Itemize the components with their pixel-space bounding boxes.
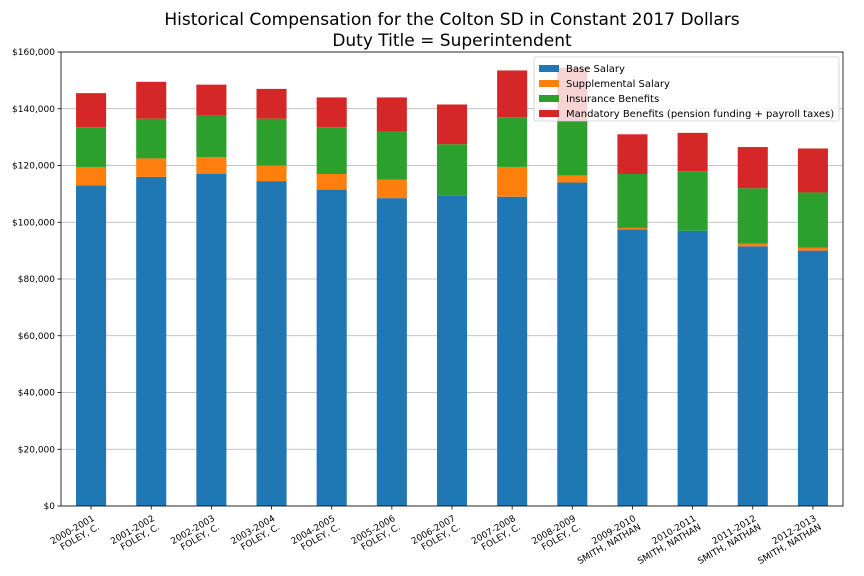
bar-segment-3 — [376, 131, 407, 180]
bar-segment-3 — [797, 192, 828, 248]
bar-segment-3 — [497, 117, 528, 167]
bar-segment-2 — [256, 165, 287, 182]
bar-segment-4 — [196, 84, 227, 116]
bar-segment-3 — [617, 174, 648, 228]
bar-segment-2 — [76, 166, 107, 186]
bar-segment-1 — [557, 182, 588, 506]
bar-segment-4 — [136, 81, 167, 119]
y-tick-label: $140,000 — [12, 105, 55, 115]
bar-segment-4 — [436, 104, 468, 145]
legend: Base Salary Supplemental Salary Insurance … — [533, 56, 840, 122]
bar-segment-2 — [136, 158, 167, 177]
bar-segment-2 — [497, 166, 528, 197]
bar-segment-1 — [797, 250, 828, 506]
bar-segment-2 — [797, 247, 828, 251]
bar-segment-3 — [316, 127, 347, 175]
y-tick-label: $0 — [44, 502, 56, 512]
bar-segment-1 — [316, 189, 347, 506]
bar-segment-3 — [557, 121, 588, 176]
legend-label: Mandatory Benefits (pension funding + pa… — [566, 109, 834, 120]
bar-segment-2 — [617, 227, 648, 230]
bar-segment-1 — [256, 181, 287, 506]
bar-segment-4 — [316, 97, 347, 128]
bar-segment-1 — [76, 185, 107, 507]
legend-swatch — [539, 65, 559, 72]
bar-segment-3 — [436, 144, 468, 196]
bar-segment-3 — [737, 188, 768, 244]
bar-segment-3 — [677, 171, 708, 231]
bar-segment-2 — [376, 179, 407, 199]
bar-segment-4 — [497, 70, 528, 118]
chart-subtitle: Duty Title = Superintendent — [332, 31, 572, 51]
bar-segment-1 — [136, 176, 167, 506]
legend-box — [533, 56, 840, 122]
bar-segment-2 — [316, 174, 347, 190]
y-tick-label: $20,000 — [18, 445, 55, 455]
y-tick-label: $40,000 — [18, 389, 55, 399]
bar-segment-2 — [196, 156, 227, 175]
bar-segment-4 — [797, 148, 828, 193]
bar-segment-1 — [436, 195, 468, 506]
legend-label: Base Salary — [566, 64, 625, 75]
bars — [76, 67, 828, 507]
bar-segment-1 — [677, 230, 708, 506]
bar-segment-4 — [617, 134, 648, 175]
y-tick-label: $60,000 — [18, 332, 55, 342]
chart-title: Historical Compensation for the Colton S… — [164, 10, 739, 30]
y-tick-label: $120,000 — [12, 162, 55, 172]
bar-segment-3 — [196, 115, 227, 157]
bar-segment-3 — [76, 127, 107, 167]
bar-segment-1 — [196, 174, 227, 506]
bar-segment-4 — [737, 147, 768, 189]
y-tick-label: $80,000 — [18, 275, 55, 285]
legend-swatch — [539, 110, 559, 117]
legend-swatch — [539, 95, 559, 102]
bar-segment-1 — [617, 229, 648, 506]
y-tick-labels: $0 $20,000 $40,000 $60,000 $80,000 $100,000 $1… — [12, 48, 61, 512]
bar-segment-2 — [737, 243, 768, 247]
bar-segment-4 — [677, 132, 708, 172]
legend-swatch — [539, 80, 559, 87]
bar-segment-3 — [256, 118, 287, 166]
bar-segment-1 — [376, 198, 407, 506]
bar-segment-4 — [76, 93, 107, 128]
bar-segment-4 — [376, 97, 407, 132]
y-tick-label: $160,000 — [12, 48, 55, 58]
bar-segment-4 — [256, 88, 287, 119]
bar-segment-2 — [557, 175, 588, 183]
bar-segment-1 — [497, 196, 528, 506]
bar-segment-1 — [737, 246, 768, 506]
y-tick-label: $100,000 — [12, 218, 55, 228]
legend-label: Insurance Benefits — [566, 94, 659, 105]
bar-segment-3 — [136, 118, 167, 159]
legend-label: Supplemental Salary — [566, 79, 670, 90]
